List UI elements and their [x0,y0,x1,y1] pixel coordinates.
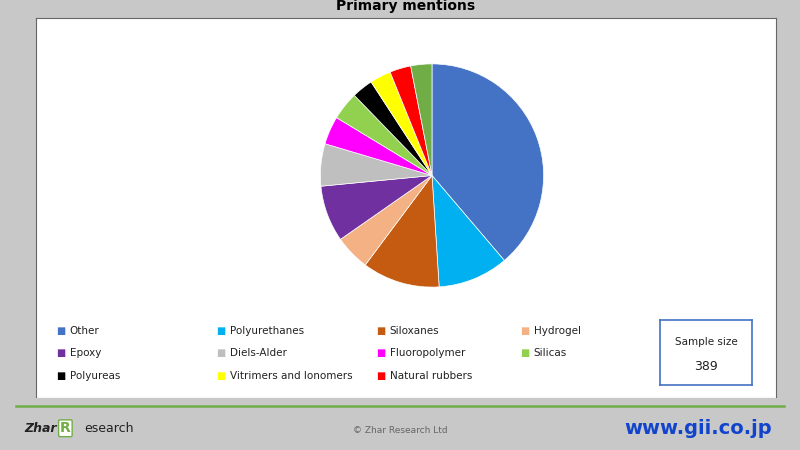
Wedge shape [432,64,543,261]
Text: Polyurethanes: Polyurethanes [230,326,304,336]
Wedge shape [321,176,432,239]
Text: Other: Other [70,326,99,336]
Wedge shape [337,95,432,176]
Text: ■: ■ [216,371,226,381]
Wedge shape [366,176,439,287]
Wedge shape [341,176,432,265]
Text: ■: ■ [56,371,66,381]
Wedge shape [432,176,504,287]
Text: © Zhar Research Ltd: © Zhar Research Ltd [353,426,447,435]
Text: Hydrogel: Hydrogel [534,326,581,336]
Wedge shape [371,72,432,176]
Text: ■: ■ [216,348,226,358]
Text: ■: ■ [376,326,386,336]
Text: ■: ■ [216,326,226,336]
Text: Fluoropolymer: Fluoropolymer [390,348,465,358]
Wedge shape [354,82,432,176]
Text: ■: ■ [520,348,530,358]
Text: ■: ■ [56,348,66,358]
Text: ■: ■ [520,326,530,336]
Text: ■: ■ [376,371,386,381]
Text: ■: ■ [376,348,386,358]
Text: 389: 389 [694,360,718,373]
Text: Diels-Alder: Diels-Alder [230,348,286,358]
Text: Zhar: Zhar [24,422,57,435]
Wedge shape [325,117,432,176]
Text: Silicas: Silicas [534,348,567,358]
Text: Natural rubbers: Natural rubbers [390,371,472,381]
Text: Polyureas: Polyureas [70,371,120,381]
Text: esearch: esearch [84,422,134,435]
Text: R: R [60,421,70,435]
Title: Primary mentions: Primary mentions [337,0,475,13]
Text: Sample size: Sample size [674,338,738,347]
Wedge shape [320,144,432,186]
Text: ■: ■ [56,326,66,336]
Text: www.gii.co.jp: www.gii.co.jp [624,419,772,438]
Wedge shape [390,66,432,176]
Text: Vitrimers and Ionomers: Vitrimers and Ionomers [230,371,352,381]
Wedge shape [410,64,432,176]
Text: Siloxanes: Siloxanes [390,326,439,336]
Text: Epoxy: Epoxy [70,348,101,358]
